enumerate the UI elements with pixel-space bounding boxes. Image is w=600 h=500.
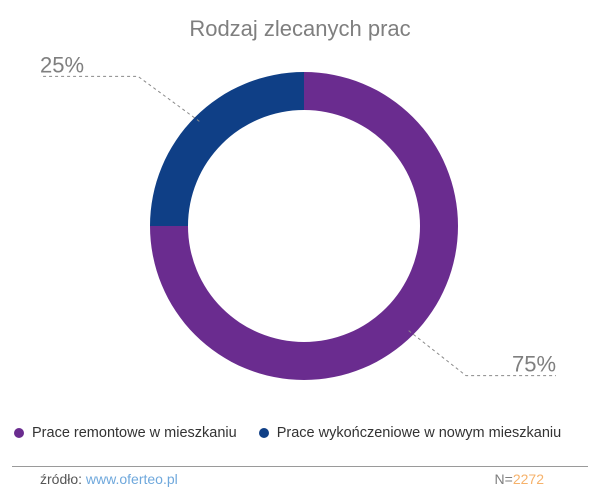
- legend-dot-0: [14, 428, 24, 438]
- data-label-0: 75%: [512, 352, 556, 377]
- chart-title: Rodzaj zlecanych prac: [189, 16, 411, 41]
- legend: Prace remontowe w mieszkaniu Prace wykoń…: [14, 425, 592, 441]
- source-note: źródło: www.oferteo.pl: [40, 471, 178, 487]
- legend-item-0[interactable]: Prace remontowe w mieszkaniu: [14, 425, 237, 441]
- sample-prefix: N=: [494, 471, 513, 487]
- source-label: źródło:: [40, 471, 83, 487]
- data-label-1: 25%: [40, 52, 84, 77]
- source-link[interactable]: www.oferteo.pl: [85, 471, 178, 487]
- sample-size: N=2272: [495, 471, 544, 487]
- legend-item-1[interactable]: Prace wykończeniowe w nowym mieszkaniu: [258, 425, 562, 441]
- legend-dot-1: [258, 428, 269, 438]
- slice-1[interactable]: [150, 72, 304, 226]
- legend-label-0: Prace remontowe w mieszkaniu: [32, 425, 237, 441]
- sample-value: 2272: [512, 471, 544, 487]
- leader-line-0: [408, 330, 556, 377]
- legend-label-1: Prace wykończeniowe w nowym mieszkaniu: [276, 425, 562, 441]
- slices-group: [150, 72, 458, 380]
- leader-line-1: [40, 75, 200, 122]
- leaders-group: 75% 25%: [40, 52, 556, 377]
- footer-divider: [12, 466, 588, 467]
